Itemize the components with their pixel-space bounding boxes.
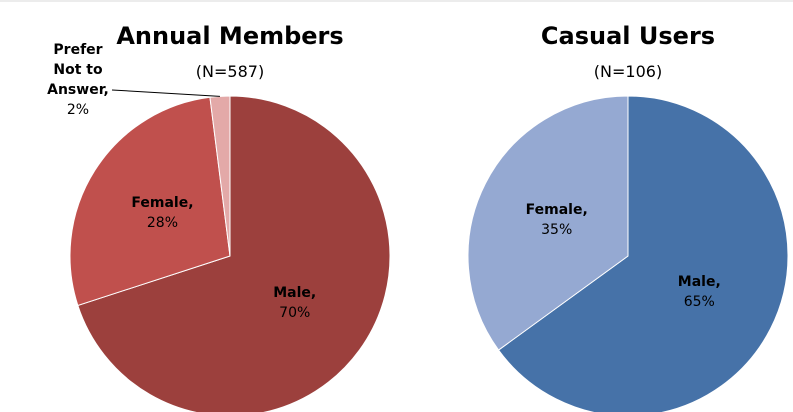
data-label-value: 35% [541, 221, 573, 238]
data-label-name: Male, [273, 285, 317, 302]
data-label-name: Female, [525, 201, 588, 218]
data-label-value: 28% [146, 215, 179, 232]
data-label: Female, 28% [131, 193, 193, 233]
chart-title: Casual Users [540, 22, 716, 50]
data-label: Male, 70% [273, 283, 316, 323]
leader-line [111, 89, 220, 97]
data-label: Prefer Not to Answer, 2% [43, 40, 113, 120]
pie-slice [77, 95, 391, 412]
data-label-name: Female, [131, 195, 194, 212]
data-label-name: Prefer Not to Answer, [47, 42, 109, 98]
chart-subtitle: (N=587) [195, 62, 265, 81]
pie-slice [69, 96, 231, 307]
pie-slice [467, 95, 629, 351]
chart-subtitle: (N=106) [593, 62, 663, 81]
data-label: Male, 65% [678, 272, 721, 312]
pie-slice [497, 95, 789, 412]
data-label-name: Male, [677, 274, 721, 291]
data-label-value: 2% [66, 102, 90, 118]
data-label: Female, 35% [526, 200, 588, 240]
pie-slice [209, 95, 231, 257]
data-label-value: 70% [279, 305, 311, 322]
data-label-value: 65% [683, 294, 715, 311]
chart-title: Annual Members [116, 22, 344, 50]
